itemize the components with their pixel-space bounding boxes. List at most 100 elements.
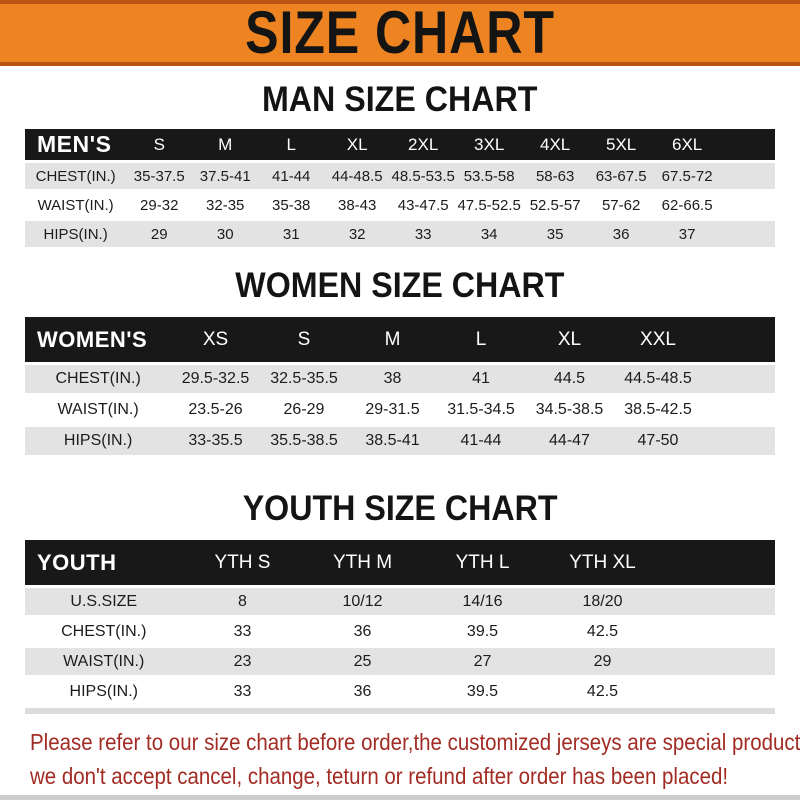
size-chart-banner: SIZE CHART: [0, 0, 800, 67]
row-label: CHEST(IN.): [25, 365, 172, 394]
size-cell: 41-44: [258, 163, 325, 190]
size-cell: 35-38: [258, 192, 325, 219]
women-section-heading-text: WOMEN SIZE CHART: [235, 266, 565, 306]
size-column-header: XL: [525, 317, 614, 363]
table-row: U.S.SIZE 8 10/12 14/16 18/20: [25, 588, 775, 616]
header-filler: [702, 317, 775, 363]
size-cell: 23.5-26: [171, 396, 260, 425]
header-filler: [720, 129, 775, 161]
size-cell: 36: [302, 618, 423, 646]
size-cell: 43-47.5: [390, 192, 457, 219]
size-cell: 38: [348, 365, 437, 394]
women-section-heading: WOMEN SIZE CHART: [0, 268, 800, 303]
size-cell: 29.5-32.5: [171, 365, 260, 394]
size-column-header: 3XL: [456, 129, 523, 161]
size-column-header: YTH M: [302, 540, 423, 586]
size-column-header: YTH XL: [542, 540, 663, 586]
row-label: HIPS(IN.): [25, 678, 183, 706]
size-cell: 14/16: [422, 588, 543, 616]
size-column-header: M: [348, 317, 437, 363]
size-cell: 34: [456, 221, 523, 248]
size-cell: 35-37.5: [126, 163, 193, 190]
size-column-header: YTH S: [182, 540, 303, 586]
size-cell: 31: [258, 221, 325, 248]
size-cell: 8: [182, 588, 303, 616]
size-cell: 38.5-41: [348, 427, 437, 456]
row-filler: [720, 163, 775, 190]
size-cell: 29-31.5: [348, 396, 437, 425]
size-cell: 26-29: [259, 396, 349, 425]
size-cell: 62-66.5: [654, 192, 721, 219]
size-column-header: L: [436, 317, 526, 363]
size-column-header: XS: [171, 317, 260, 363]
table-header-row: YOUTH YTH S YTH M YTH L YTH XL: [25, 540, 775, 586]
size-cell: 39.5: [422, 678, 543, 706]
row-label: WAIST(IN.): [25, 648, 183, 676]
youth-section-heading-text: YOUTH SIZE CHART: [242, 489, 558, 529]
disclaimer-line-2: we don't accept cancel, change, teturn o…: [30, 763, 729, 790]
size-cell: 67.5-72: [654, 163, 721, 190]
size-cell: 33-35.5: [171, 427, 260, 456]
size-cell: 63-67.5: [588, 163, 655, 190]
disclaimer-line-1: Please refer to our size chart before or…: [30, 729, 800, 756]
size-cell: 42.5: [542, 678, 663, 706]
youth-size-chart-section: YOUTH SIZE CHART YOUTH YTH S YTH M YTH L YTH…: [0, 458, 800, 715]
size-column-header: 5XL: [588, 129, 655, 161]
row-filler: [720, 221, 775, 248]
size-cell: 53.5-58: [456, 163, 523, 190]
table-row: CHEST(IN.) 33 36 39.5 42.5: [25, 618, 775, 646]
row-label: CHEST(IN.): [25, 163, 127, 190]
size-column-header: M: [192, 129, 259, 161]
row-label: WAIST(IN.): [25, 192, 127, 219]
size-cell: 29: [542, 648, 663, 676]
row-label: U.S.SIZE: [25, 588, 183, 616]
size-cell: 33: [390, 221, 457, 248]
size-cell: 36: [302, 678, 423, 706]
header-filler: [662, 540, 775, 586]
size-cell: 38.5-42.5: [613, 396, 703, 425]
size-cell: 57-62: [588, 192, 655, 219]
table-row: HIPS(IN.) 29 30 31 32 33 34 35 36 37: [25, 221, 775, 248]
size-cell: 29-32: [126, 192, 193, 219]
size-cell: 29: [126, 221, 193, 248]
size-cell: 52.5-57: [522, 192, 589, 219]
size-cell: 18/20: [542, 588, 663, 616]
table-corner-label: MEN'S: [25, 129, 127, 161]
size-cell: 41-44: [436, 427, 526, 456]
row-label: HIPS(IN.): [25, 221, 127, 248]
men-section-heading-text: MAN SIZE CHART: [262, 80, 538, 120]
size-column-header: YTH L: [422, 540, 543, 586]
size-cell: 27: [422, 648, 543, 676]
size-cell: 33: [182, 678, 303, 706]
size-column-header: S: [126, 129, 193, 161]
row-filler: [662, 678, 775, 706]
size-column-header: XL: [324, 129, 391, 161]
size-column-header: 4XL: [522, 129, 589, 161]
size-cell: 58-63: [522, 163, 589, 190]
size-cell: 39.5: [422, 618, 543, 646]
row-label: WAIST(IN.): [25, 396, 172, 425]
row-filler: [702, 365, 775, 394]
table-row: WAIST(IN.) 23.5-26 26-29 29-31.5 31.5-34.5 34…: [25, 396, 775, 425]
size-cell: 35: [522, 221, 589, 248]
table-header-row: WOMEN'S XS S M L XL XXL: [25, 317, 775, 363]
women-size-table: WOMEN'S XS S M L XL XXL CHEST(IN.) 29.5-32.5 32.…: [25, 314, 775, 458]
size-cell: 41: [436, 365, 526, 394]
size-cell: 42.5: [542, 618, 663, 646]
youth-section-heading: YOUTH SIZE CHART: [0, 491, 800, 526]
size-cell: 44-47: [525, 427, 614, 456]
row-label: HIPS(IN.): [25, 427, 172, 456]
table-corner-label: YOUTH: [25, 540, 183, 586]
size-cell: 47.5-52.5: [456, 192, 523, 219]
size-column-header: XXL: [613, 317, 703, 363]
size-cell: 32-35: [192, 192, 259, 219]
size-cell: 48.5-53.5: [390, 163, 457, 190]
men-size-chart-section: MAN SIZE CHART MEN'S S M L XL 2XL 3XL 4XL 5XL 6XL…: [0, 66, 800, 250]
size-cell: 35.5-38.5: [259, 427, 349, 456]
banner-title: SIZE CHART: [245, 0, 555, 67]
size-cell: 32.5-35.5: [259, 365, 349, 394]
row-label: CHEST(IN.): [25, 618, 183, 646]
size-column-header: 6XL: [654, 129, 721, 161]
table-row: HIPS(IN.) 33-35.5 35.5-38.5 38.5-41 41-44 44-…: [25, 427, 775, 456]
table-row: WAIST(IN.) 23 25 27 29: [25, 648, 775, 676]
